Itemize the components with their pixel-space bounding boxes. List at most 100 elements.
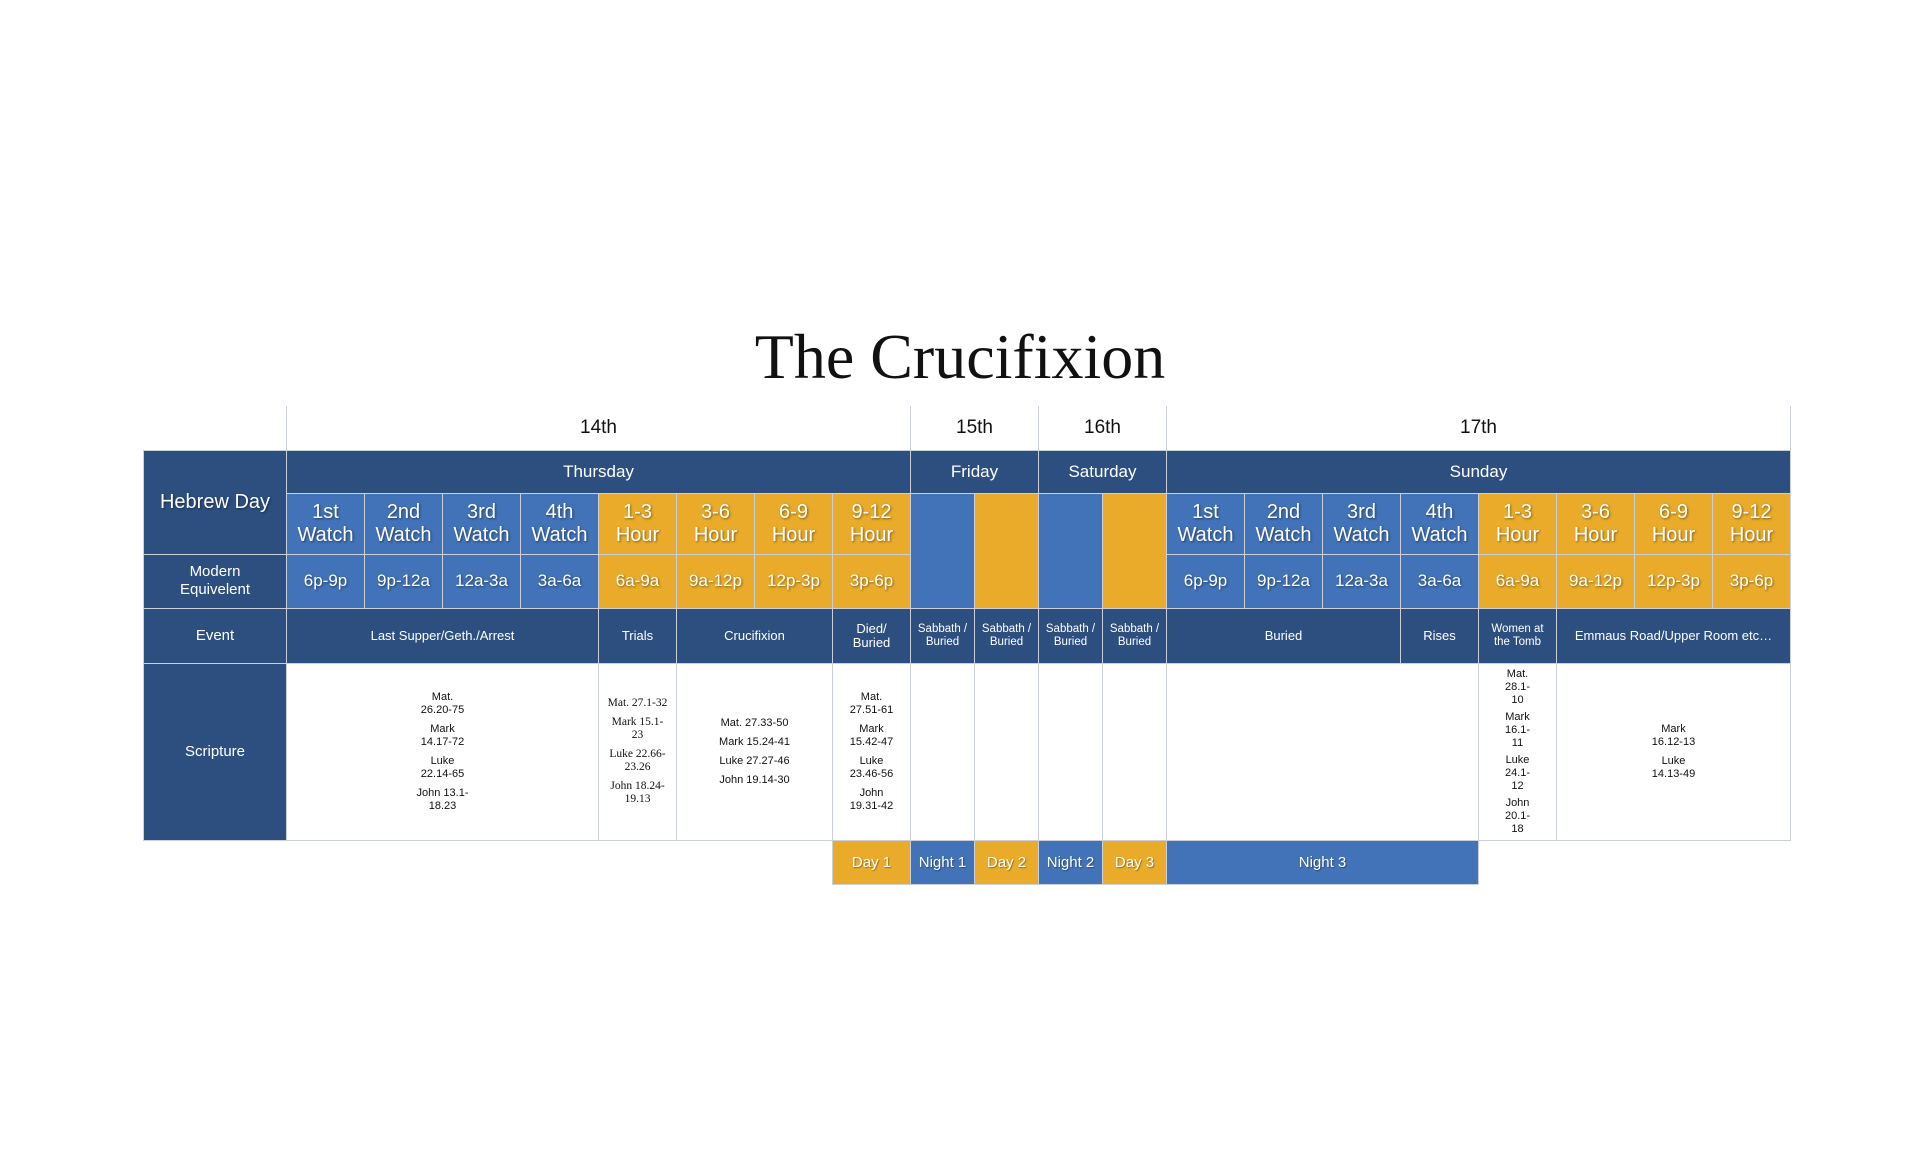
modern-cell: 12a-3a [442,553,521,609]
crucifixion-timeline-table: 14th 15th 16th 17th Hebrew Day Thursday … [143,406,1791,885]
scripture-trials: Mat. 27.1-32 Mark 15.1-23 Luke 22.66-23.… [598,662,677,841]
scripture-ref: Mark 14.17-72 [420,722,465,748]
scripture-empty [1102,662,1167,841]
modern-cell: 3p-6p [832,553,911,609]
period-cell: 4th Watch [520,492,599,555]
scripture-ref: Luke 14.13-49 [1651,754,1696,780]
count-night-3: Night 3 [1166,839,1479,885]
modern-cell: 6p-9p [286,553,365,609]
modern-cell: 9p-12a [1244,553,1323,609]
row-label-scripture: Scripture [143,662,287,841]
scripture-empty [1038,662,1103,841]
event-last-supper: Last Supper/Geth./Arrest [286,607,599,664]
modern-row: Modern Equivelent 6p-9p 9p-12a 12a-3a 3a… [143,553,1791,609]
period-cell: 2nd Watch [364,492,443,555]
scripture-ref: Luke 22.14-65 [420,754,465,780]
event-crucifixion: Crucifixion [676,607,833,664]
event-row: Event Last Supper/Geth./Arrest Trials Cr… [143,607,1791,664]
period-cell: 6-9 Hour [754,492,833,555]
period-cell: 1-3 Hour [598,492,677,555]
day-friday: Friday [910,449,1039,494]
event-emmaus-road: Emmaus Road/Upper Room etc… [1556,607,1791,664]
period-cell: 2nd Watch [1244,492,1323,555]
scripture-died-buried: Mat. 27.51-61 Mark 15.42-47 Luke 23.46-5… [832,662,911,841]
count-row-spacer [144,840,833,884]
scripture-ref: Mat. 27.1-32 [607,697,668,709]
date-14th: 14th [286,406,911,451]
scripture-ref: Luke 27.27-46 [719,754,790,767]
event-sabbath-buried: Sabbath / Buried [1102,607,1167,664]
modern-cell: 9p-12a [364,553,443,609]
date-17th: 17th [1166,406,1791,451]
day-saturday: Saturday [1038,449,1167,494]
count-day-3: Day 3 [1102,839,1167,885]
scripture-ref: John 19.31-42 [849,786,894,812]
modern-cell: 3p-6p [1712,553,1791,609]
scripture-empty [910,662,975,841]
count-day-2: Day 2 [974,839,1039,885]
scripture-ref: Mark 15.42-47 [849,722,894,748]
page-title: The Crucifixion [754,321,1166,392]
scripture-row: Scripture Mat. 26.20-75 Mark 14.17-72 Lu… [143,662,1791,841]
event-buried: Buried [1166,607,1401,664]
scripture-empty [1166,662,1479,841]
corner-empty [144,406,287,450]
period-row: 1st Watch 2nd Watch 3rd Watch 4th Watch … [144,492,1791,609]
event-sabbath-buried: Sabbath / Buried [1038,607,1103,664]
period-cell: 6-9 Hour [1634,492,1713,555]
scripture-ref: John 18.24-19.13 [610,780,665,805]
period-cell: 3-6 Hour [1556,492,1635,555]
scripture-ref: Luke 23.46-56 [849,754,894,780]
row-label-modern: Modern Equivelent [143,553,287,609]
modern-cell: 12a-3a [1322,553,1401,609]
scripture-crucifixion: Mat. 27.33-50 Mark 15.24-41 Luke 27.27-4… [676,662,833,841]
modern-cell: 6p-9p [1166,553,1245,609]
scripture-ref: Mat. 28.1-10 [1504,667,1531,706]
modern-cell: 12p-3p [754,553,833,609]
period-cell: 1-3 Hour [1478,492,1557,555]
scripture-ref: Luke 24.1- 12 [1504,753,1531,792]
modern-cell: 9a-12p [1556,553,1635,609]
day-thursday: Thursday [286,449,911,494]
scripture-women-at-tomb: Mat. 28.1-10 Mark 16.1-11 Luke 24.1- 12 … [1478,662,1557,841]
scripture-ref: John 20.1- 18 [1504,796,1531,835]
day-sunday: Sunday [1166,449,1791,494]
day-night-count-row: Day 1 Night 1 Day 2 Night 2 Day 3 Night … [144,839,1791,885]
modern-cell: 9a-12p [676,553,755,609]
scripture-last-supper: Mat. 26.20-75 Mark 14.17-72 Luke 22.14-6… [286,662,599,841]
scripture-empty [974,662,1039,841]
event-rises: Rises [1400,607,1479,664]
scripture-ref: Mat. 27.33-50 [720,716,789,729]
day-name-row: Hebrew Day Thursday Friday Saturday Sund… [143,449,1791,555]
date-row: 14th 15th 16th 17th [144,406,1791,451]
saturday-night-block [1038,492,1103,609]
modern-cell: 12p-3p [1634,553,1713,609]
modern-cell: 3a-6a [520,553,599,609]
event-sabbath-buried: Sabbath / Buried [910,607,975,664]
scripture-ref: Mark 16.12-13 [1651,722,1696,748]
modern-cell: 6a-9a [598,553,677,609]
period-cell: 9-12 Hour [1712,492,1791,555]
row-label-event: Event [143,607,287,664]
period-cell: 9-12 Hour [832,492,911,555]
event-women-at-tomb: Women at the Tomb [1478,607,1557,664]
modern-cell: 6a-9a [1478,553,1557,609]
friday-night-block [910,492,975,609]
scripture-ref: Mark 16.1-11 [1504,710,1531,749]
friday-day-block [974,492,1039,609]
scripture-ref: Luke 22.66-23.26 [609,748,666,773]
scripture-ref: Mat. 26.20-75 [420,690,465,716]
period-cell: 1st Watch [1166,492,1245,555]
scripture-ref: Mark 15.24-41 [719,735,790,748]
date-15th: 15th [910,406,1039,451]
saturday-day-block [1102,492,1167,609]
period-cell: 3rd Watch [1322,492,1401,555]
period-cell: 3-6 Hour [676,492,755,555]
scripture-emmaus-road: Mark 16.12-13 Luke 14.13-49 [1556,662,1791,841]
event-trials: Trials [598,607,677,664]
event-died-buried: Died/ Buried [832,607,911,664]
date-16th: 16th [1038,406,1167,451]
scripture-ref: John 19.14-30 [719,773,790,786]
count-row-spacer [1479,840,1791,884]
scripture-ref: Mat. 27.51-61 [849,690,894,716]
